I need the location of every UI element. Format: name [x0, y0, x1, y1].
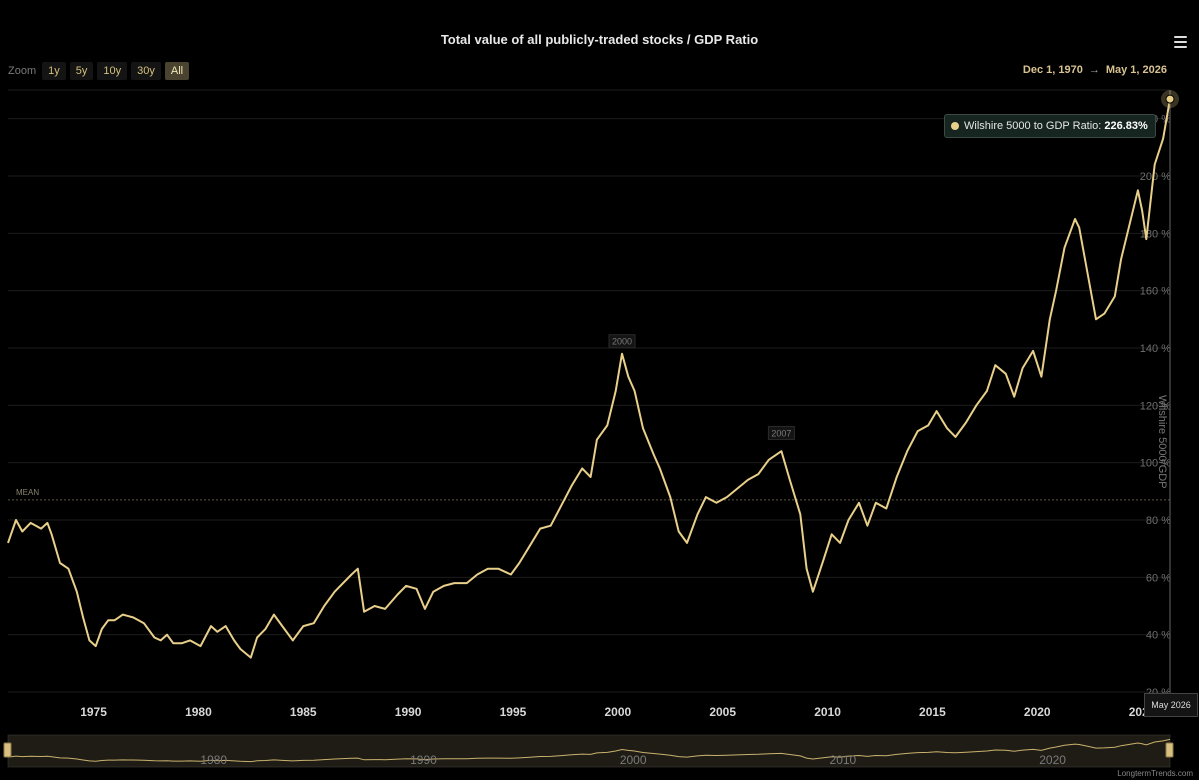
zoom-5y-button[interactable]: 5y [69, 62, 94, 80]
zoom-1y-button[interactable]: 1y [42, 62, 66, 80]
navigator-series [7, 738, 1171, 763]
x-tick-label: 2020 [1024, 705, 1051, 719]
series-line [7, 98, 1171, 659]
x-tick-label: 1980 [185, 705, 212, 719]
zoom-10y-button[interactable]: 10y [97, 62, 128, 80]
annotation-box [767, 425, 795, 440]
hamburger-menu-icon[interactable] [1174, 36, 1187, 48]
tooltip-series: Wilshire 5000 to GDP Ratio: [964, 120, 1102, 132]
date-range: Dec 1, 1970 → May 1, 2026 [1023, 64, 1167, 76]
zoom-all-button[interactable]: All [164, 62, 190, 80]
annotation-box [608, 334, 636, 349]
annotation-label: 2007 [771, 428, 791, 438]
x-tick-label: 2015 [919, 705, 946, 719]
navigator-tick-label: 2000 [620, 753, 647, 767]
x-tick-label: 1975 [80, 705, 107, 719]
y-axis-label: Wilshire 5000/GDP [1156, 395, 1168, 489]
y-tick-label: 200 % [1140, 171, 1171, 183]
navigator-tick-label: 1980 [200, 753, 227, 767]
chart-title: Total value of all publicly-traded stock… [440, 32, 759, 47]
arrow-right-icon: → [1088, 64, 1100, 76]
y-tick-label: 60 % [1146, 572, 1171, 584]
range-from-input[interactable]: Dec 1, 1970 [1022, 64, 1083, 76]
navigator-selection[interactable] [8, 735, 1170, 767]
x-tick-label: 2005 [709, 705, 736, 719]
tooltip-value: 226.83% [1104, 120, 1148, 132]
navigator-tick-label: 2010 [830, 753, 857, 767]
zoom-label: Zoom [8, 65, 37, 77]
zoom-controls: Zoom 1y 5y 10y 30y All [8, 62, 190, 80]
range-to-input[interactable]: May 1, 2026 [1105, 64, 1167, 76]
annotation-label: 2000 [612, 337, 632, 347]
navigator-left-handle[interactable] [3, 742, 12, 758]
y-tick-label: 160 % [1140, 286, 1171, 298]
x-tick-label: 1985 [290, 705, 317, 719]
x-tick-label: 2010 [814, 705, 841, 719]
y-tick-label: 80 % [1146, 515, 1171, 527]
navigator-tick-label: 2020 [1039, 753, 1066, 767]
hover-point [1165, 94, 1175, 104]
mean-label: MEAN [16, 488, 39, 497]
navigator [7, 734, 1171, 768]
x-tick-label: 2000 [604, 705, 631, 719]
navigator-tick-label: 1990 [410, 753, 437, 767]
series-dot-icon [951, 122, 959, 130]
x-tick-label: 1995 [500, 705, 527, 719]
zoom-30y-button[interactable]: 30y [131, 62, 161, 80]
x-tick-label: 1990 [395, 705, 422, 719]
y-tick-label: 100 % [1140, 458, 1171, 470]
navigator-right-handle[interactable] [1165, 742, 1174, 758]
y-tick-label: 120 % [1140, 400, 1171, 412]
credit: LongtermTrends.com [1117, 769, 1193, 778]
y-tick-label: 40 % [1146, 630, 1171, 642]
x-crosshair-label: May 2026 [1144, 693, 1198, 717]
y-tick-label: 140 % [1140, 343, 1171, 355]
tooltip: Wilshire 5000 to GDP Ratio: 226.83% [944, 114, 1156, 138]
